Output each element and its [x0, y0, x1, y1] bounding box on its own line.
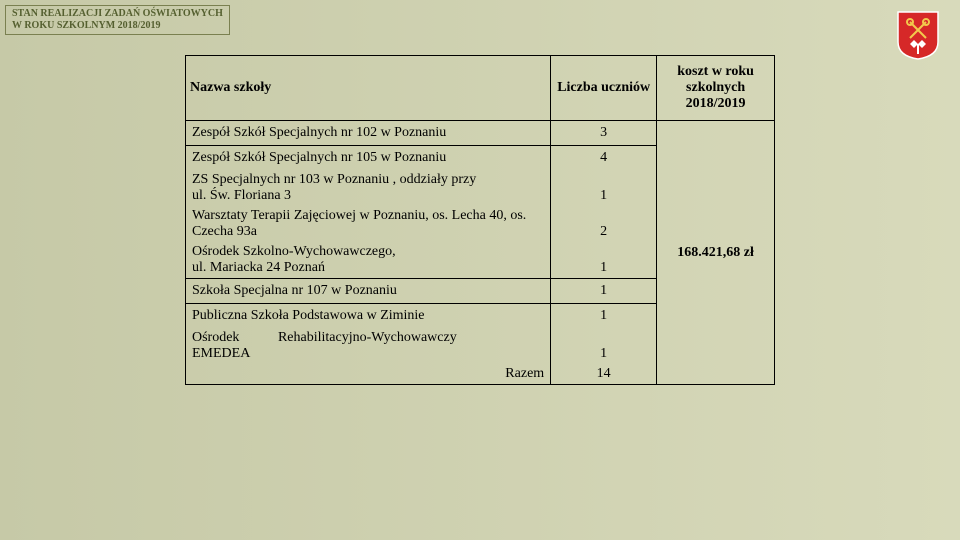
- title-line-1: STAN REALIZACJI ZADAŃ OŚWIATOWYCH: [12, 8, 223, 20]
- school-name: Zespół Szkół Specjalnych nr 102 w Poznan…: [186, 121, 551, 146]
- student-count: 1: [551, 279, 657, 304]
- header-school-name: Nazwa szkoły: [186, 56, 551, 121]
- student-count: 4: [551, 146, 657, 171]
- student-count: 1: [551, 170, 657, 206]
- student-count: 2: [551, 206, 657, 242]
- student-count: 1: [551, 242, 657, 279]
- header-students: Liczba uczniów: [551, 56, 657, 121]
- school-name: Ośrodek Rehabilitacyjno-Wychowawczy EMED…: [186, 328, 551, 364]
- table-header-row: Nazwa szkoły Liczba uczniów koszt w roku…: [186, 56, 775, 121]
- total-label: Razem: [186, 364, 551, 385]
- student-count: 3: [551, 121, 657, 146]
- school-name: Warsztaty Terapii Zajęciowej w Poznaniu,…: [186, 206, 551, 242]
- school-name-part1: Ośrodek: [192, 330, 239, 345]
- table-row: Zespół Szkół Specjalnych nr 102 w Poznan…: [186, 121, 775, 146]
- total-count: 14: [551, 364, 657, 385]
- page-title-box: STAN REALIZACJI ZADAŃ OŚWIATOWYCH W ROKU…: [5, 5, 230, 35]
- school-name-part3: EMEDEA: [192, 346, 250, 361]
- cost-cell: 168.421,68 zł: [657, 121, 775, 385]
- schools-table-wrapper: Nazwa szkoły Liczba uczniów koszt w roku…: [185, 55, 775, 385]
- school-name: Szkoła Specjalna nr 107 w Poznaniu: [186, 279, 551, 304]
- school-name: Zespół Szkół Specjalnych nr 105 w Poznan…: [186, 146, 551, 171]
- school-name: ZS Specjalnych nr 103 w Poznaniu , oddzi…: [186, 170, 551, 206]
- header-cost: koszt w roku szkolnych 2018/2019: [657, 56, 775, 121]
- coat-of-arms-icon: [896, 10, 940, 60]
- school-name: Ośrodek Szkolno-Wychowawczego, ul. Maria…: [186, 242, 551, 279]
- student-count: 1: [551, 304, 657, 329]
- student-count: 1: [551, 328, 657, 364]
- title-line-2: W ROKU SZKOLNYM 2018/2019: [12, 20, 223, 32]
- schools-table: Nazwa szkoły Liczba uczniów koszt w roku…: [185, 55, 775, 385]
- school-name-part2: Rehabilitacyjno-Wychowawczy: [278, 330, 457, 345]
- school-name: Publiczna Szkoła Podstawowa w Ziminie: [186, 304, 551, 329]
